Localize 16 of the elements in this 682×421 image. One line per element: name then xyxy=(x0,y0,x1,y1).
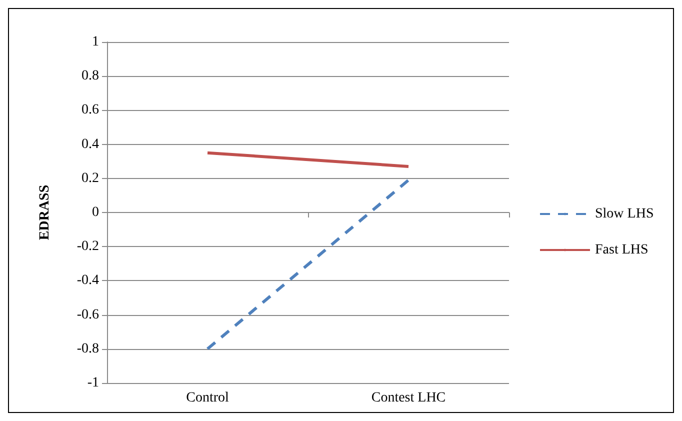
x-tick-label: Control xyxy=(186,390,229,406)
legend-label: Slow LHS xyxy=(595,206,654,222)
y-tick-label: 1 xyxy=(92,34,99,50)
y-tick-label: -1 xyxy=(87,376,99,390)
y-tick-label: 0.2 xyxy=(82,170,99,186)
y-tick-label: -0.6 xyxy=(76,307,99,322)
y-tick-label: -0.8 xyxy=(76,341,99,356)
y-tick-label: 0 xyxy=(92,205,99,220)
y-tick-label: -0.4 xyxy=(76,273,99,288)
y-tick-label: 0.4 xyxy=(82,136,99,152)
y-tick-label: -0.2 xyxy=(76,239,99,254)
y-tick-label: 0.6 xyxy=(82,102,99,118)
y-axis-title: EDRASS xyxy=(38,184,52,240)
legend-label: Fast LHS xyxy=(595,242,648,258)
y-tick-label: 0.8 xyxy=(82,68,99,84)
x-tick-label: Contest LHC xyxy=(371,390,446,406)
